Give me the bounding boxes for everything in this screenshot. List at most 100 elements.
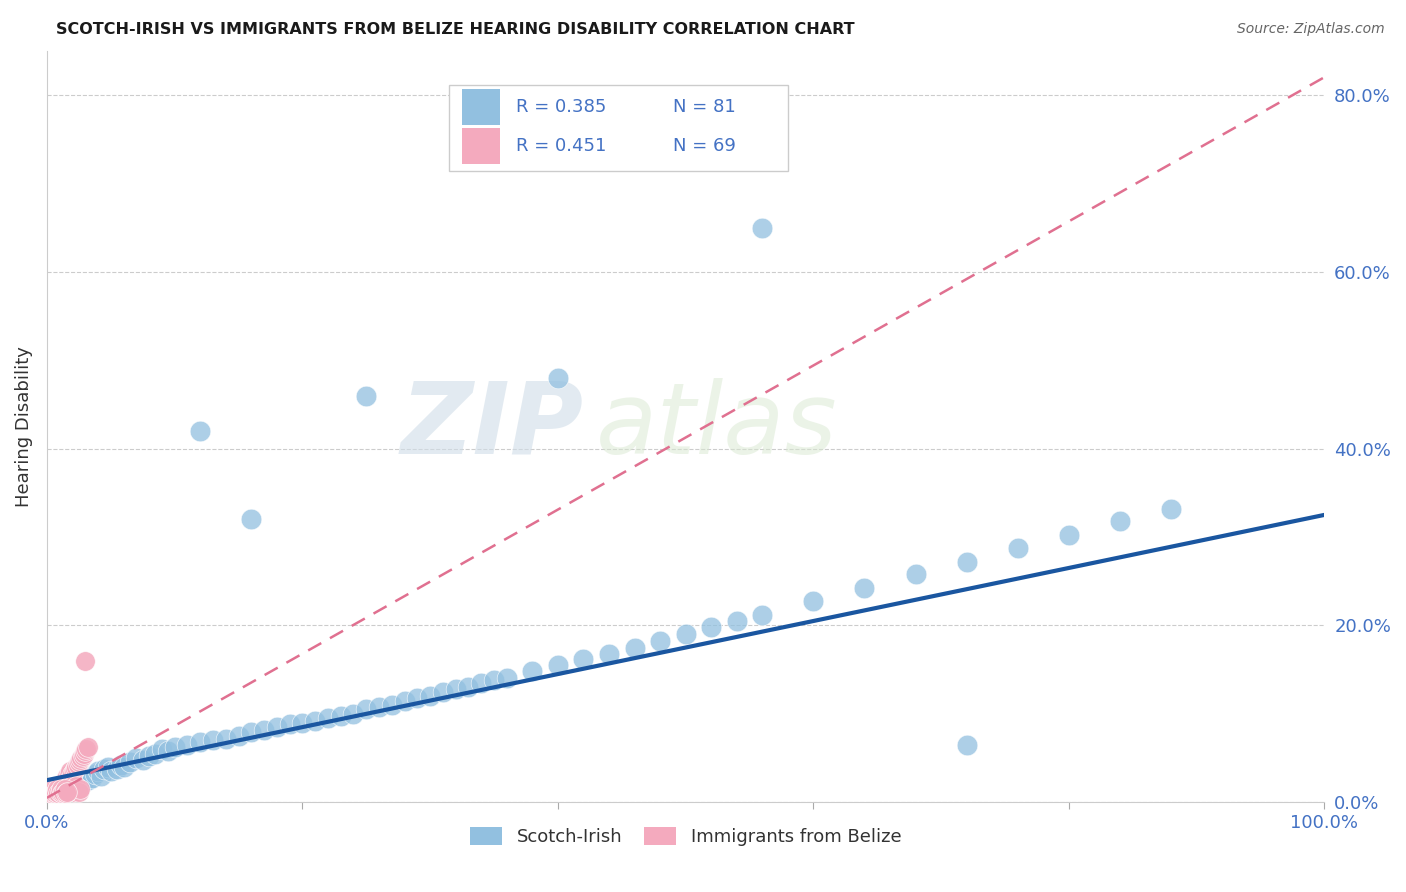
Point	[623, 640, 645, 655]
Point	[316, 711, 339, 725]
Point	[648, 634, 671, 648]
Point	[75, 654, 97, 668]
Point	[48, 782, 70, 797]
Point	[42, 786, 65, 800]
Point	[41, 788, 63, 802]
Point	[60, 782, 83, 797]
Point	[41, 786, 63, 800]
Point	[45, 785, 67, 799]
Point	[482, 673, 505, 688]
Point	[72, 776, 94, 790]
Point	[240, 724, 263, 739]
Point	[1109, 514, 1132, 528]
Point	[42, 782, 65, 797]
Point	[67, 756, 90, 770]
Point	[522, 665, 544, 679]
Text: ZIP: ZIP	[401, 378, 583, 475]
Point	[240, 512, 263, 526]
Point	[58, 767, 80, 781]
Point	[87, 764, 110, 779]
Point	[904, 567, 927, 582]
Point	[342, 706, 364, 721]
Point	[381, 698, 404, 712]
Point	[228, 729, 250, 743]
Point	[44, 785, 66, 799]
Point	[150, 742, 173, 756]
Point	[65, 760, 87, 774]
Point	[48, 780, 70, 794]
Point	[956, 738, 979, 752]
Point	[700, 620, 723, 634]
Point	[56, 785, 79, 799]
Point	[52, 776, 75, 790]
Point	[66, 758, 89, 772]
Point	[51, 778, 73, 792]
Point	[444, 682, 467, 697]
Point	[55, 771, 77, 785]
Point	[105, 762, 128, 776]
Point	[62, 778, 84, 792]
Point	[406, 690, 429, 705]
Point	[304, 714, 326, 728]
Point	[53, 780, 76, 794]
Point	[56, 769, 79, 783]
Point	[76, 740, 98, 755]
Point	[675, 627, 697, 641]
Point	[46, 782, 69, 797]
Text: Source: ZipAtlas.com: Source: ZipAtlas.com	[1237, 22, 1385, 37]
Point	[59, 778, 82, 792]
Point	[725, 614, 748, 628]
Point	[42, 785, 65, 799]
Point	[69, 753, 91, 767]
Point	[215, 731, 238, 746]
Point	[53, 782, 76, 797]
Point	[45, 786, 67, 800]
Point	[278, 717, 301, 731]
Point	[495, 672, 517, 686]
Point	[44, 782, 66, 797]
Point	[51, 780, 73, 794]
Point	[188, 735, 211, 749]
Point	[803, 593, 825, 607]
Point	[56, 782, 79, 797]
Point	[145, 747, 167, 761]
Point	[67, 785, 90, 799]
Point	[751, 220, 773, 235]
Point	[52, 782, 75, 797]
Point	[112, 760, 135, 774]
Point	[58, 780, 80, 794]
Point	[329, 708, 352, 723]
Point	[432, 684, 454, 698]
Point	[110, 758, 132, 772]
Point	[457, 681, 479, 695]
Point	[62, 767, 84, 781]
Point	[131, 753, 153, 767]
Point	[69, 782, 91, 797]
Point	[72, 749, 94, 764]
Point	[66, 782, 89, 797]
Point	[1057, 528, 1080, 542]
Text: N = 81: N = 81	[673, 98, 735, 116]
Point	[751, 607, 773, 622]
Point	[62, 764, 84, 779]
Point	[51, 785, 73, 799]
Point	[62, 785, 84, 799]
Point	[65, 780, 87, 794]
Point	[53, 776, 76, 790]
Point	[118, 756, 141, 770]
Point	[75, 769, 97, 783]
Point	[76, 742, 98, 756]
Point	[419, 689, 441, 703]
Point	[39, 788, 62, 802]
Point	[41, 785, 63, 799]
Point	[97, 760, 120, 774]
Point	[176, 738, 198, 752]
Point	[80, 771, 103, 785]
FancyBboxPatch shape	[463, 89, 501, 125]
Point	[63, 782, 86, 797]
Point	[46, 780, 69, 794]
Point	[368, 699, 391, 714]
Text: R = 0.385: R = 0.385	[516, 98, 606, 116]
Text: N = 69: N = 69	[673, 137, 735, 155]
Point	[93, 762, 115, 776]
